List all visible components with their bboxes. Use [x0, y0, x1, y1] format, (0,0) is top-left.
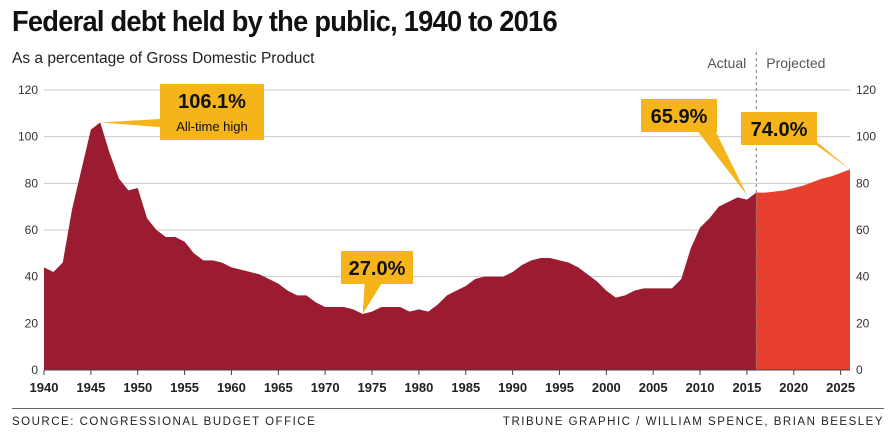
- callout-value: 106.1%: [178, 91, 246, 113]
- x-tick-label: 2015: [732, 380, 761, 395]
- source-note: SOURCE: CONGRESSIONAL BUDGET OFFICE: [12, 416, 317, 428]
- x-tick-label: 2010: [686, 380, 715, 395]
- callout: 106.1% All-time high: [100, 84, 264, 140]
- y-tick-label-right: 0: [856, 363, 863, 377]
- y-tick-label-left: 20: [25, 316, 39, 330]
- callouts: 106.1% All-time high 27.0% 65.9% 74.0%: [100, 84, 850, 314]
- callout-pointer: [692, 124, 747, 195]
- y-tick-label-right: 40: [856, 270, 870, 284]
- x-tick-label: 2020: [779, 380, 808, 395]
- x-tick-label: 1980: [404, 380, 433, 395]
- callout: 27.0%: [341, 251, 413, 314]
- callout-value: 27.0%: [349, 258, 406, 280]
- callout-box: [160, 84, 264, 140]
- footer-rule: [12, 408, 884, 409]
- callout-pointer: [362, 278, 385, 314]
- callout-pointer: [800, 128, 850, 170]
- callout: 74.0%: [741, 112, 850, 170]
- y-tick-label-left: 60: [25, 223, 39, 237]
- credit-note: TRIBUNE GRAPHIC / WILLIAM SPENCE, BRIAN …: [502, 416, 884, 428]
- callout-box: [741, 112, 817, 145]
- y-tick-label-right: 20: [856, 316, 870, 330]
- segment-label-actual: Actual: [707, 55, 746, 71]
- x-tick-label: 2005: [639, 380, 668, 395]
- y-tick-label-left: 120: [18, 83, 38, 97]
- y-tick-label-left: 40: [25, 270, 39, 284]
- y-tick-label-right: 100: [856, 130, 876, 144]
- x-tick-label: 1950: [123, 380, 152, 395]
- x-tick-label: 2025: [826, 380, 855, 395]
- x-tick-label: 1945: [76, 380, 105, 395]
- x-tick-label: 1960: [217, 380, 246, 395]
- callout: 65.9%: [641, 99, 747, 195]
- x-tick-label: 1940: [30, 380, 59, 395]
- y-tick-label-left: 0: [31, 363, 38, 377]
- area-actual: [44, 122, 757, 370]
- callout-value: 65.9%: [651, 106, 708, 128]
- chart-title: Federal debt held by the public, 1940 to…: [12, 6, 558, 38]
- segment-label-projected: Projected: [766, 55, 825, 71]
- x-tick-label: 2000: [592, 380, 621, 395]
- x-tick-label: 1985: [451, 380, 480, 395]
- y-tick-label-right: 60: [856, 223, 870, 237]
- x-tick-label: 1990: [498, 380, 527, 395]
- x-tick-label: 1995: [545, 380, 574, 395]
- x-tick-label: 1955: [170, 380, 199, 395]
- chart-subtitle: As a percentage of Gross Domestic Produc…: [12, 50, 315, 67]
- callout-box: [641, 99, 717, 132]
- y-tick-label-right: 80: [856, 176, 870, 190]
- x-tick-label: 1975: [358, 380, 387, 395]
- callout-box: [341, 251, 413, 284]
- x-tick-label: 1970: [311, 380, 340, 395]
- callout-subtext: All-time high: [176, 119, 248, 134]
- y-tick-label-left: 100: [18, 130, 38, 144]
- x-tick-label: 1965: [264, 380, 293, 395]
- callout-value: 74.0%: [751, 119, 808, 141]
- area-projected: [756, 169, 850, 370]
- y-tick-label-left: 80: [25, 176, 39, 190]
- y-tick-label-right: 120: [856, 83, 876, 97]
